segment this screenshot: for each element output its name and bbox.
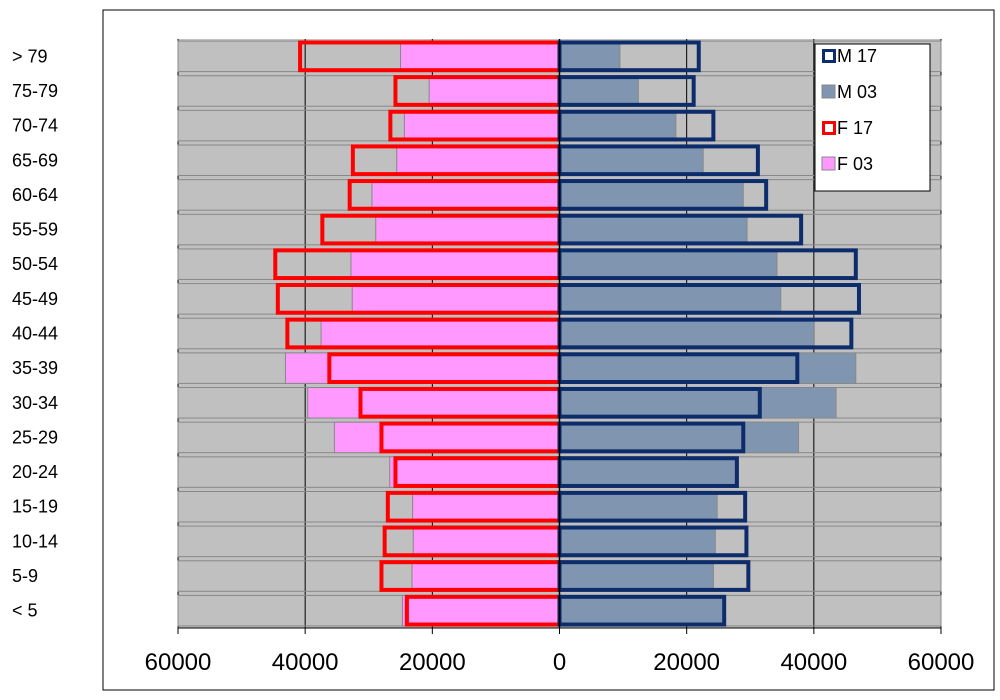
bar-m-03 xyxy=(559,352,857,384)
category-label: 50-54 xyxy=(12,254,58,274)
plot-area xyxy=(177,39,942,634)
category-label: 40-44 xyxy=(12,324,58,344)
bar-m-03 xyxy=(559,213,748,246)
bar-f-03 xyxy=(428,75,561,107)
x-tick-label: 40000 xyxy=(780,649,847,676)
x-tick-label: 40000 xyxy=(272,649,339,676)
category-label: 20-24 xyxy=(12,462,58,482)
category-label: 5-9 xyxy=(12,566,38,586)
bar-m-03 xyxy=(559,283,782,315)
category-label: > 79 xyxy=(12,46,48,66)
category-label: 25-29 xyxy=(12,427,58,447)
category-label: 35-39 xyxy=(12,358,58,378)
x-tick-label: 60000 xyxy=(145,649,212,676)
bar-m-03 xyxy=(559,594,725,627)
bar-m-03 xyxy=(559,421,800,454)
category-label: 45-49 xyxy=(12,289,58,309)
bar-m-03 xyxy=(559,109,677,142)
legend-swatch-m-17 xyxy=(822,49,836,63)
category-label: < 5 xyxy=(12,601,38,621)
bar-f-03 xyxy=(396,144,560,177)
x-tick-label: 60000 xyxy=(908,649,975,676)
legend-label-m-03: M 03 xyxy=(837,82,877,102)
bar-f-03 xyxy=(412,490,560,523)
bar-f-03 xyxy=(320,317,560,350)
x-tick-label: 20000 xyxy=(399,649,466,676)
bar-f-03 xyxy=(389,456,561,488)
legend-swatch-f-17 xyxy=(822,121,836,135)
bar-f-03 xyxy=(284,352,560,384)
x-axis-tick-labels: 60000 40000 20000 0 20000 40000 60000 xyxy=(145,649,975,676)
category-label: 75-79 xyxy=(12,81,58,101)
bar-f-03 xyxy=(412,525,560,558)
category-label: 30-34 xyxy=(12,393,58,413)
bar-m-03 xyxy=(559,75,639,107)
bar-f-03 xyxy=(333,421,561,454)
bar-f-03 xyxy=(351,283,560,315)
bar-m-03 xyxy=(559,144,704,177)
bar-m-03 xyxy=(559,525,716,558)
category-label: 70-74 xyxy=(12,116,58,136)
bar-f-03 xyxy=(350,248,560,280)
category-label: 60-64 xyxy=(12,185,58,205)
legend-swatch-m-03 xyxy=(821,84,836,99)
bar-m-03 xyxy=(559,317,815,350)
bar-m-03 xyxy=(559,560,714,592)
bar-f-03 xyxy=(403,109,560,142)
category-label: 55-59 xyxy=(12,220,58,240)
legend-swatch-f-03 xyxy=(821,156,836,171)
bar-f-03 xyxy=(401,594,560,627)
legend-label-m-17: M 17 xyxy=(837,46,877,66)
bar-m-03 xyxy=(559,40,621,73)
bar-f-03 xyxy=(400,40,560,73)
category-label: 65-69 xyxy=(12,150,58,170)
bar-m-03 xyxy=(559,456,736,488)
legend-label-f-03: F 03 xyxy=(837,154,873,174)
bar-m-03 xyxy=(559,387,837,419)
legend: M 17 M 03 F 17 F 03 xyxy=(814,43,931,192)
category-label: 10-14 xyxy=(12,531,58,551)
category-label: 15-19 xyxy=(12,497,58,517)
bar-f-03 xyxy=(411,560,560,592)
bar-f-03 xyxy=(371,179,560,211)
bar-m-03 xyxy=(559,179,744,211)
category-labels: < 5 5-9 10-14 15-19 20-24 25-29 30-34 35-39 40-4… xyxy=(12,46,58,620)
legend-label-f-17: F 17 xyxy=(837,118,873,138)
x-tick-label: 0 xyxy=(553,649,566,676)
bar-f-03 xyxy=(307,387,560,419)
bar-m-03 xyxy=(559,490,718,523)
bar-m-03 xyxy=(559,248,778,280)
bar-f-03 xyxy=(375,213,560,246)
x-tick-label: 20000 xyxy=(653,649,720,676)
